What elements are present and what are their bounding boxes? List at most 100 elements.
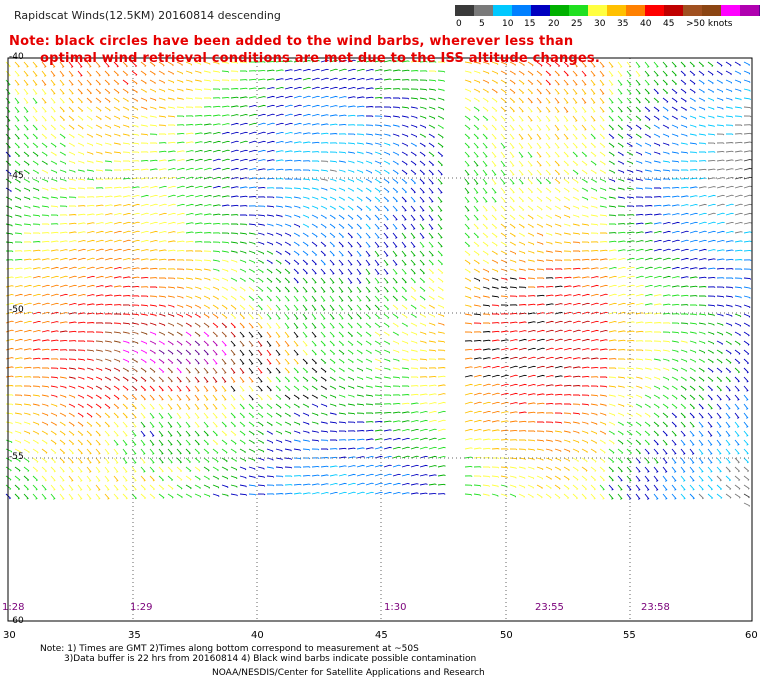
wind-barb	[347, 331, 354, 338]
wind-barb	[356, 376, 364, 381]
wind-barb	[158, 203, 167, 207]
wind-barb	[698, 475, 704, 482]
wind-barb	[671, 106, 678, 112]
wind-barb	[257, 403, 264, 410]
wind-barb	[320, 77, 329, 81]
wind-barb	[599, 403, 607, 407]
wind-barb	[419, 464, 428, 468]
wind-barb	[194, 466, 201, 472]
wind-barb	[662, 430, 668, 437]
wind-barb	[473, 286, 481, 291]
wind-barb	[176, 106, 185, 109]
wind-barb	[356, 447, 365, 450]
wind-barb	[32, 357, 41, 360]
wind-barb	[68, 222, 77, 225]
wind-barb	[104, 221, 113, 225]
wind-barb	[626, 321, 635, 324]
wind-barb	[14, 160, 21, 166]
wind-barb	[293, 141, 302, 144]
wind-barb	[590, 493, 596, 500]
wind-barb	[104, 204, 113, 207]
wind-barb	[545, 88, 551, 95]
wind-barb	[680, 421, 686, 428]
wind-barb	[527, 268, 536, 271]
wind-barb	[392, 446, 401, 450]
wind-barb	[149, 358, 156, 364]
wind-barb	[95, 142, 103, 146]
wind-barb	[536, 115, 542, 122]
wind-barb	[320, 187, 328, 191]
wind-barb	[563, 347, 572, 351]
wind-barb	[419, 151, 426, 157]
wind-barb	[644, 240, 653, 243]
wind-barb	[464, 493, 473, 496]
wind-barb	[356, 196, 363, 202]
wind-barb	[590, 394, 599, 397]
wind-barb	[383, 358, 391, 362]
wind-barb	[140, 186, 149, 189]
wind-barb	[716, 439, 722, 446]
wind-barb	[653, 239, 662, 243]
wind-barb	[680, 178, 689, 180]
wind-barb	[626, 403, 633, 408]
wind-barb	[743, 268, 752, 271]
wind-barb	[149, 313, 157, 317]
wind-barb	[41, 70, 47, 77]
altitude-note-line-1: Note: black circles have been added to t…	[9, 34, 574, 49]
wind-barb	[275, 95, 284, 99]
wind-barb	[113, 204, 122, 207]
wind-barb	[32, 214, 41, 217]
wind-barb	[437, 169, 443, 176]
wind-barb	[311, 268, 317, 275]
wind-barb	[536, 142, 542, 149]
wind-barb	[464, 392, 473, 396]
wind-barb	[131, 376, 138, 382]
wind-barb	[401, 259, 407, 266]
wind-barb	[725, 340, 732, 346]
wind-barb	[356, 250, 362, 257]
wind-barb	[248, 304, 255, 311]
wind-barb	[464, 250, 471, 256]
wind-barb	[203, 149, 212, 153]
wind-barb	[392, 340, 399, 345]
wind-barb	[392, 385, 401, 388]
wind-barb	[626, 475, 632, 482]
wind-barb	[149, 394, 155, 401]
wind-barb	[356, 59, 365, 63]
wind-barb	[293, 205, 301, 209]
wind-barb	[257, 96, 266, 99]
wind-barb	[428, 196, 434, 203]
wind-barb	[743, 70, 751, 75]
wind-barb	[329, 223, 336, 229]
wind-barb	[356, 367, 364, 372]
wind-barb	[131, 322, 139, 326]
wind-barb	[483, 466, 491, 469]
wind-barb	[122, 376, 129, 382]
wind-barb	[527, 448, 536, 451]
wind-barb	[95, 466, 101, 473]
wind-barb	[725, 159, 734, 162]
wind-barb	[122, 367, 129, 373]
wind-barb	[41, 61, 47, 68]
wind-barb	[599, 169, 606, 174]
wind-barb	[122, 457, 128, 464]
wind-barb	[383, 232, 389, 239]
wind-barb	[617, 321, 626, 324]
wind-barb	[41, 493, 47, 500]
wind-barb	[527, 457, 535, 461]
wind-barb	[59, 466, 65, 473]
wind-barb	[275, 430, 283, 435]
wind-barb	[482, 205, 488, 212]
wind-barb	[248, 295, 255, 302]
wind-barb	[86, 124, 93, 130]
wind-barb	[194, 70, 202, 74]
wind-barb	[680, 331, 688, 335]
wind-barb	[536, 384, 545, 387]
wind-barb	[545, 412, 554, 414]
wind-barb	[68, 214, 77, 216]
wind-barb	[131, 258, 140, 261]
wind-barb	[41, 196, 49, 200]
wind-barb	[734, 61, 741, 67]
wind-barb	[59, 160, 66, 165]
wind-barb	[662, 322, 671, 324]
